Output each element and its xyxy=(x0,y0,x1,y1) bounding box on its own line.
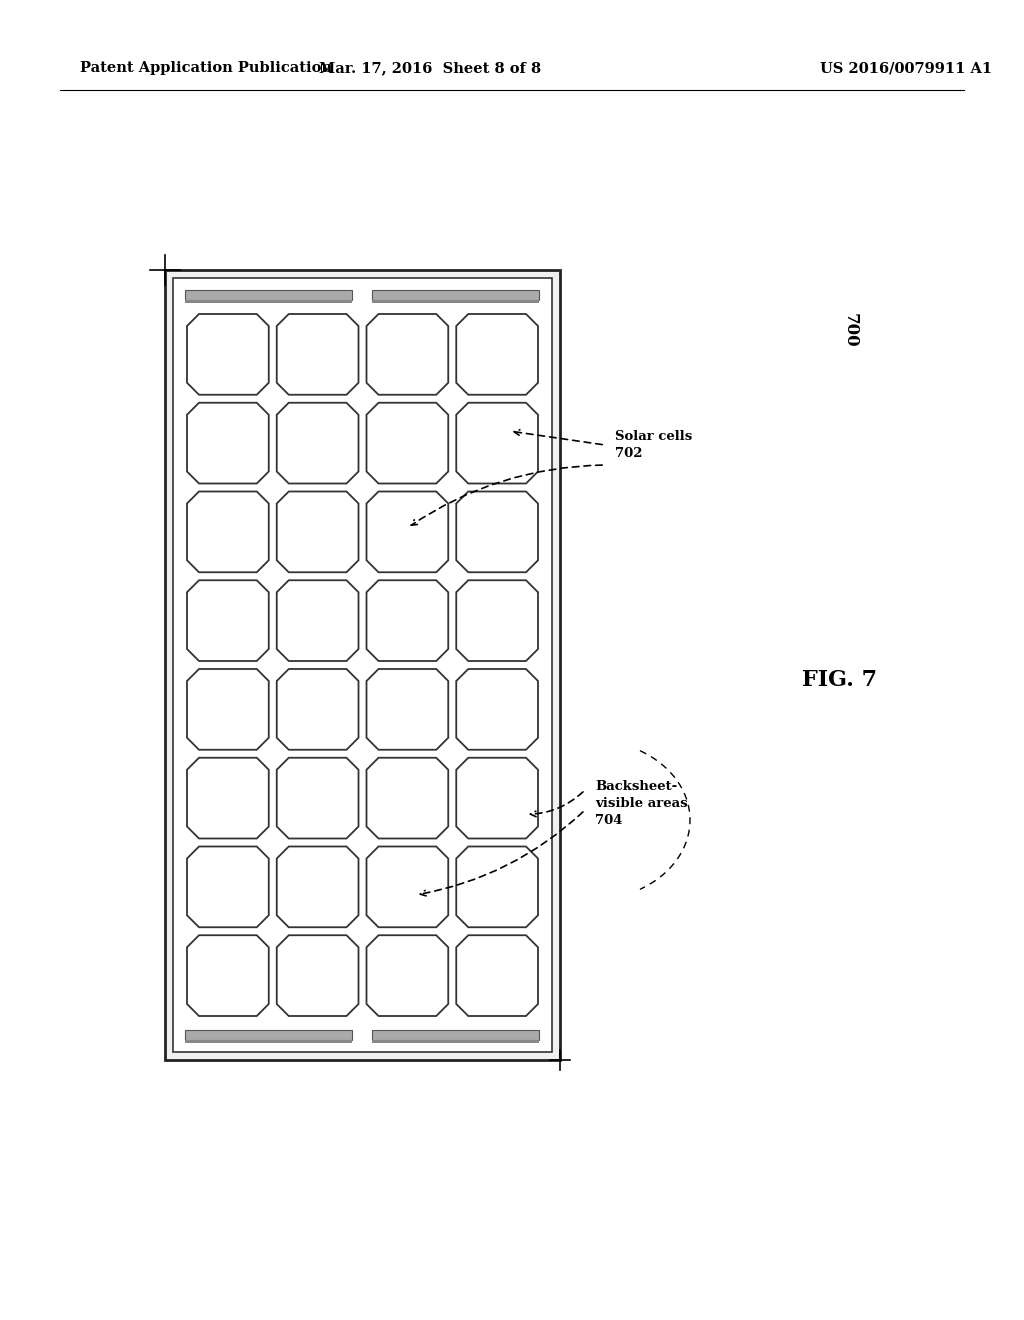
Bar xyxy=(185,1030,352,1040)
Polygon shape xyxy=(457,758,538,838)
Polygon shape xyxy=(187,669,268,750)
Polygon shape xyxy=(457,669,538,750)
Polygon shape xyxy=(457,403,538,483)
Text: US 2016/0079911 A1: US 2016/0079911 A1 xyxy=(820,61,992,75)
Text: Patent Application Publication: Patent Application Publication xyxy=(80,61,332,75)
Polygon shape xyxy=(457,314,538,395)
Polygon shape xyxy=(457,581,538,661)
Polygon shape xyxy=(367,314,449,395)
Text: Mar. 17, 2016  Sheet 8 of 8: Mar. 17, 2016 Sheet 8 of 8 xyxy=(318,61,541,75)
Polygon shape xyxy=(276,936,358,1016)
Bar xyxy=(165,271,560,1060)
Text: Backsheet-
visible areas
704: Backsheet- visible areas 704 xyxy=(595,780,688,828)
Polygon shape xyxy=(187,936,268,1016)
Polygon shape xyxy=(187,846,268,927)
Polygon shape xyxy=(187,758,268,838)
Polygon shape xyxy=(187,314,268,395)
Polygon shape xyxy=(367,491,449,573)
Polygon shape xyxy=(367,403,449,483)
Polygon shape xyxy=(367,758,449,838)
Text: Solar cells
702: Solar cells 702 xyxy=(615,430,692,459)
Text: 700: 700 xyxy=(842,313,858,347)
Polygon shape xyxy=(367,846,449,927)
Polygon shape xyxy=(457,846,538,927)
Bar xyxy=(372,1030,539,1040)
Polygon shape xyxy=(276,491,358,573)
Polygon shape xyxy=(276,846,358,927)
Polygon shape xyxy=(187,403,268,483)
Polygon shape xyxy=(187,581,268,661)
Bar xyxy=(173,279,552,1052)
Polygon shape xyxy=(187,491,268,573)
Polygon shape xyxy=(457,491,538,573)
Bar xyxy=(185,300,352,304)
Bar xyxy=(372,300,539,304)
Polygon shape xyxy=(367,581,449,661)
Polygon shape xyxy=(276,581,358,661)
Bar xyxy=(185,290,352,300)
Polygon shape xyxy=(367,669,449,750)
Bar xyxy=(372,290,539,300)
Bar xyxy=(185,1040,352,1043)
Polygon shape xyxy=(276,403,358,483)
Bar xyxy=(372,1040,539,1043)
Polygon shape xyxy=(276,669,358,750)
Text: FIG. 7: FIG. 7 xyxy=(803,669,878,690)
Polygon shape xyxy=(276,758,358,838)
Polygon shape xyxy=(367,936,449,1016)
Polygon shape xyxy=(276,314,358,395)
Polygon shape xyxy=(457,936,538,1016)
